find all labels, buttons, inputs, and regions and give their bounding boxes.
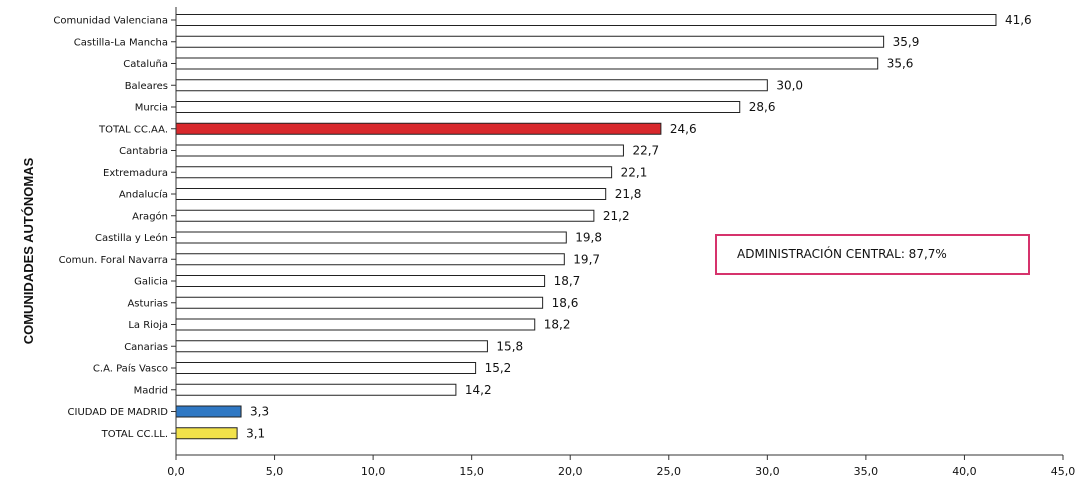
bar-18 xyxy=(175,405,242,418)
value-label: 41,6 xyxy=(1005,13,1032,27)
value-label: 21,8 xyxy=(615,187,642,201)
x-tick-label: 40,0 xyxy=(952,465,977,478)
value-label: 21,2 xyxy=(603,209,630,223)
bar-6 xyxy=(175,144,624,157)
bar-3 xyxy=(175,79,768,92)
annotation-text: ADMINISTRACIÓN CENTRAL: 87,7% xyxy=(737,246,947,261)
x-tick-label: 30,0 xyxy=(755,465,780,478)
bar-1 xyxy=(175,35,885,48)
annotation-border xyxy=(715,234,1030,275)
category-label: TOTAL CC.AA. xyxy=(98,124,168,135)
category-label: Galicia xyxy=(134,277,168,288)
value-label: 22,1 xyxy=(621,165,648,179)
category-label: Baleares xyxy=(125,81,168,92)
bar-13 xyxy=(175,296,544,309)
value-label: 19,8 xyxy=(575,231,602,245)
category-label: Comunidad Valenciana xyxy=(53,16,168,27)
bar-0 xyxy=(175,14,997,26)
value-label: 3,3 xyxy=(250,405,269,419)
value-label: 3,1 xyxy=(246,426,265,440)
x-tick-label: 45,0 xyxy=(1051,465,1076,478)
value-label: 24,6 xyxy=(670,122,697,136)
bar-8 xyxy=(175,188,607,200)
x-tick-label: 20,0 xyxy=(558,465,583,478)
category-labels: Comunidad Valenciana Castilla-La Mancha Ca… xyxy=(53,16,168,440)
bar-5 xyxy=(175,122,662,135)
x-tick-label: 0,0 xyxy=(167,465,185,478)
category-label: Cataluña xyxy=(123,59,168,70)
bar-16 xyxy=(175,362,477,374)
category-label: La Rioja xyxy=(128,320,168,331)
value-label: 19,7 xyxy=(573,252,600,266)
y-axis-title: COMUNIDADES AUTÓNOMAS xyxy=(21,157,36,344)
category-label: Comun. Foral Navarra xyxy=(59,255,168,266)
bar-9 xyxy=(175,209,595,222)
category-label: CIUDAD DE MADRID xyxy=(68,407,169,418)
category-label: Canarias xyxy=(124,342,168,353)
category-label: Extremadura xyxy=(103,168,168,179)
category-label: C.A. País Vasco xyxy=(93,363,168,375)
category-label: Andalucía xyxy=(119,189,168,201)
bar-11 xyxy=(175,253,565,266)
category-label: Aragón xyxy=(132,210,168,222)
bar-15 xyxy=(175,340,488,353)
value-label: 15,2 xyxy=(485,361,512,375)
bar-4 xyxy=(175,101,741,113)
value-label: 22,7 xyxy=(632,144,659,158)
value-label: 18,6 xyxy=(552,296,579,310)
value-label: 30,0 xyxy=(776,78,803,92)
category-label: Madrid xyxy=(134,385,168,396)
bar-2 xyxy=(175,57,879,70)
x-tick-label: 5,0 xyxy=(266,465,284,478)
x-tick-label: 35,0 xyxy=(854,465,879,478)
bars-group xyxy=(175,14,997,440)
x-tick-label: 10,0 xyxy=(361,465,386,478)
bar-10 xyxy=(175,231,567,244)
category-label: TOTAL CC.LL. xyxy=(101,429,168,440)
value-label: 35,9 xyxy=(893,35,920,49)
value-label: 14,2 xyxy=(465,383,492,397)
x-tick-label: 25,0 xyxy=(657,465,682,478)
value-label: 28,6 xyxy=(749,100,776,114)
category-label: Cantabria xyxy=(119,146,168,157)
value-label: 35,6 xyxy=(887,57,914,71)
bar-12 xyxy=(175,275,546,287)
bar-19 xyxy=(175,427,238,440)
x-tick-label: 15,0 xyxy=(459,465,484,478)
category-label: Castilla-La Mancha xyxy=(74,37,168,48)
bar-17 xyxy=(175,383,457,396)
category-label: Asturias xyxy=(127,298,168,309)
annotation-box: ADMINISTRACIÓN CENTRAL: 87,7% xyxy=(715,234,1030,275)
value-label: 18,7 xyxy=(554,274,581,288)
value-labels: 41,6 35,9 35,6 30,028,6 24,6 22,7 22,1 21,8 21,2… xyxy=(246,13,1032,440)
value-label: 15,8 xyxy=(496,339,523,353)
category-label: Castilla y León xyxy=(95,232,168,244)
bar-7 xyxy=(175,166,613,179)
bar-14 xyxy=(175,318,536,331)
value-label: 18,2 xyxy=(544,318,571,332)
category-label: Murcia xyxy=(135,103,168,114)
x-axis: 0,0 5,0 10,0 15,0 20,0 25,0 30,0 35,0 40,0 45,0 xyxy=(167,7,1075,478)
